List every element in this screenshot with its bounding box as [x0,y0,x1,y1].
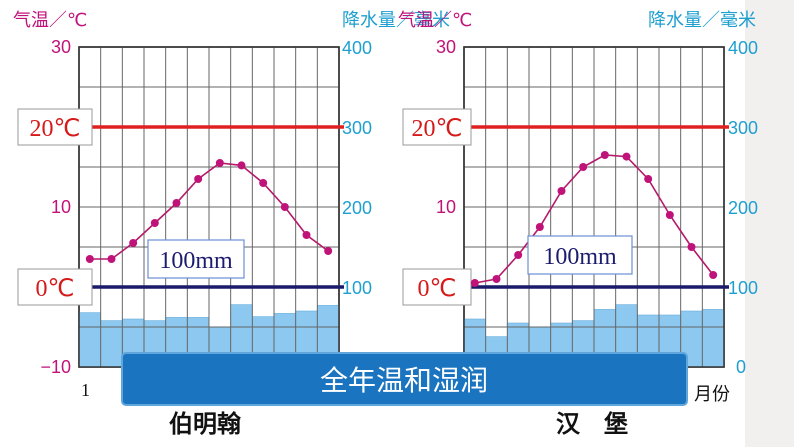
temperature-point [687,243,696,251]
temp-tick-label: 30 [51,37,71,57]
summary-banner: 全年温和湿润 [121,352,688,406]
temperature-point [150,219,159,227]
precip-tick-label: 100 [342,278,372,298]
temperature-line [89,162,329,260]
temperature-point [514,251,523,259]
temperature-point [302,231,311,239]
temperature-point [259,179,268,187]
temperature-point [107,255,116,263]
callout-100mm: 100mm [543,244,617,270]
temperature-point [557,187,566,195]
temp-tick-label: −10 [40,357,71,377]
precip-tick-label: 400 [342,38,372,58]
temp-tick-label: 30 [436,37,456,57]
temperature-point [194,175,203,183]
temperature-point [709,271,718,279]
ref-label-20c: 20℃ [412,116,463,142]
ref-label-0c: 0℃ [36,276,75,302]
temperature-point [470,279,479,287]
ref-label-0c-box [402,268,472,306]
city-name: 汉 堡 [556,409,628,438]
left-axis-title: 气温／℃ [13,10,87,31]
temperature-point [535,223,544,231]
temperature-point [492,275,501,283]
month-label-first: 1 [81,380,90,400]
temperature-point [85,255,94,263]
precip-bar [100,320,123,368]
temperature-point [215,159,224,167]
city-name: 伯明翰 [169,409,241,438]
temp-tick-label: 10 [51,197,71,217]
temperature-point [280,203,289,211]
temp-tick-label: 10 [436,197,456,217]
callout-100mm: 100mm [159,248,233,274]
temperature-point [600,151,609,159]
left-axis-title: 气温／℃ [398,10,472,31]
precip-tick-label: 400 [728,38,758,58]
temperature-line [474,154,714,284]
right-axis-title: 降水量／毫米 [648,10,756,31]
temperature-point [622,152,631,161]
precip-tick-label: 100 [728,278,758,298]
temperature-point [579,163,588,171]
background-panel-right [745,0,794,447]
temperature-point [172,199,181,207]
precip-tick-label: 200 [342,198,372,218]
banner-text: 全年温和湿润 [320,364,488,397]
precip-tick-label: 300 [342,118,372,138]
precip-tick-label: 0 [736,357,746,377]
temperature-point [665,211,674,219]
ref-label-20c: 20℃ [30,116,81,142]
ref-label-20c-box [402,108,472,146]
callout-100mm-box [527,235,633,275]
ref-label-0c-box [17,268,93,306]
precip-tick-label: 300 [728,118,758,138]
ref-label-0c: 0℃ [418,276,457,302]
temperature-point [324,247,333,255]
ref-label-20c-box [17,108,93,146]
precip-bar [78,312,101,368]
temperature-point [129,239,138,247]
precip-tick-label: 200 [728,198,758,218]
temperature-point [644,175,653,183]
right-axis-title: 降水量／毫米 [342,10,450,31]
temperature-point [237,161,246,170]
month-unit-label: 月份 [694,384,730,405]
precip-bar [702,309,725,368]
callout-100mm-box [147,239,245,279]
